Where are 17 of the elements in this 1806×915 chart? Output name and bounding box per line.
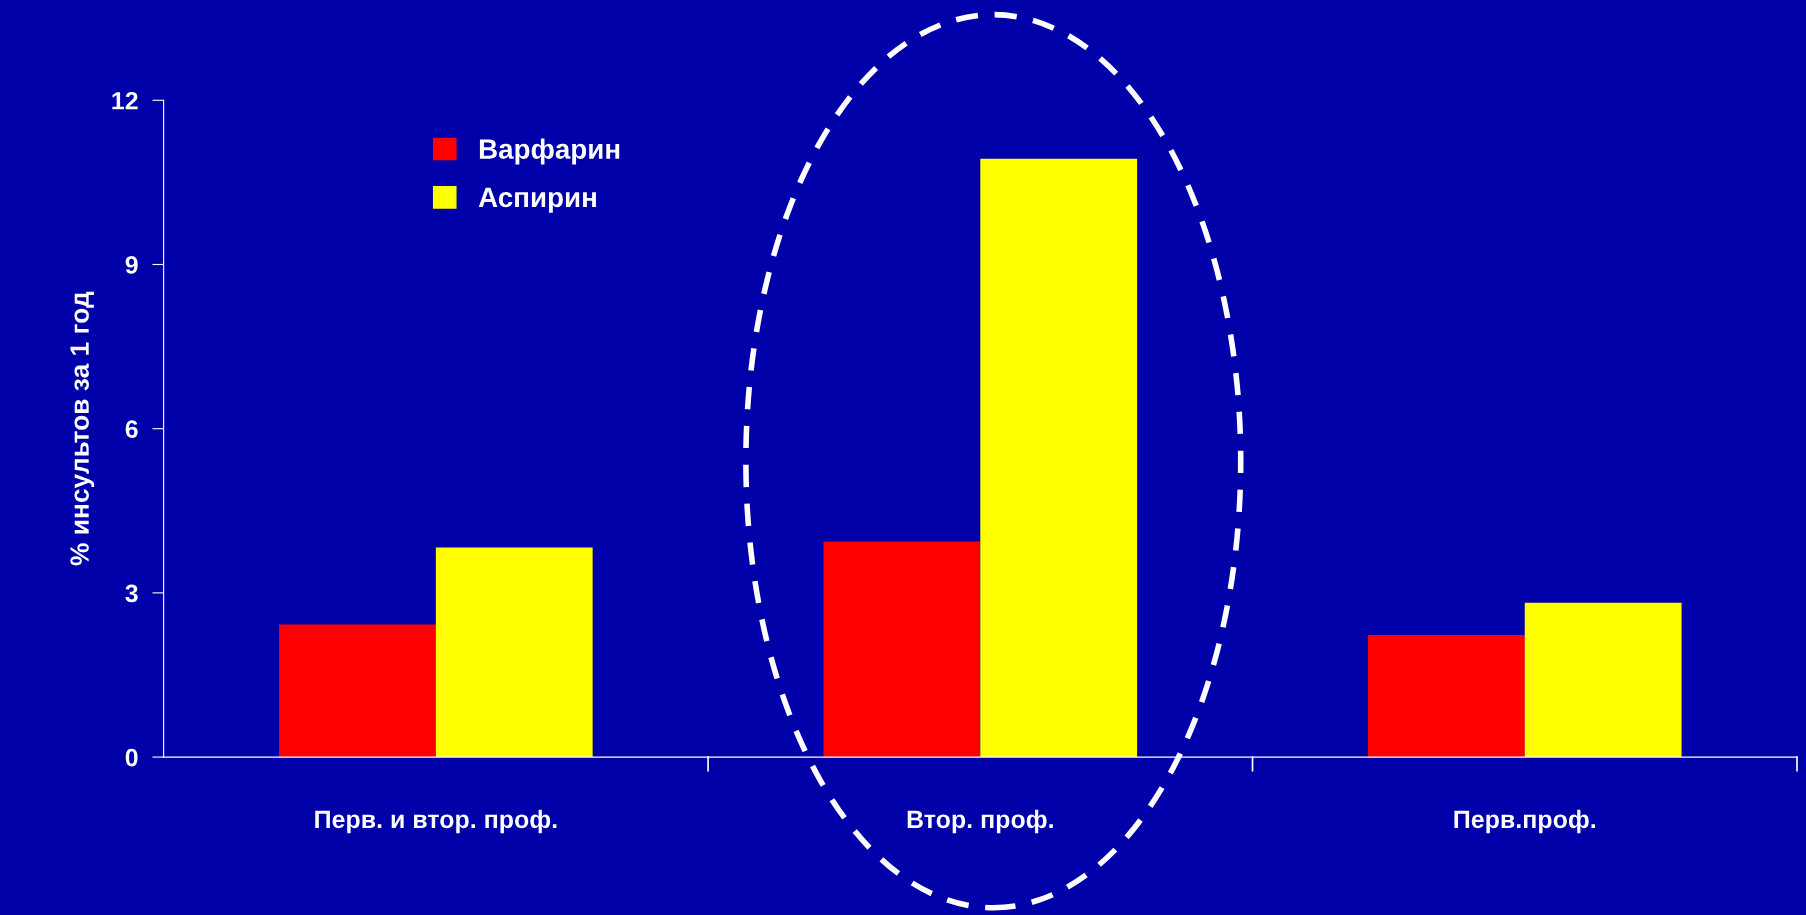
bar: [980, 158, 1138, 758]
x-tick-label: Перв. и втор. проф.: [315, 809, 557, 834]
legend-label: Варфарин: [479, 138, 620, 165]
bar: [823, 541, 981, 758]
y-tick-label: 9: [125, 256, 138, 274]
bar: [279, 624, 436, 758]
y-tick-label: 3: [125, 584, 138, 603]
bar: [435, 547, 593, 758]
y-axis-title: % инсультов за 1 год: [70, 291, 95, 566]
x-tick-label: Перв.проф.: [1454, 809, 1595, 834]
legend-label: Аспирин: [478, 187, 596, 213]
y-tick-label: 6: [125, 420, 138, 438]
bar: [1367, 635, 1525, 758]
y-tick-label: 0: [125, 748, 138, 767]
x-tick-label: Втор. проф.: [907, 809, 1053, 834]
bar: [1524, 602, 1682, 758]
y-tick-label: 12: [112, 91, 138, 110]
